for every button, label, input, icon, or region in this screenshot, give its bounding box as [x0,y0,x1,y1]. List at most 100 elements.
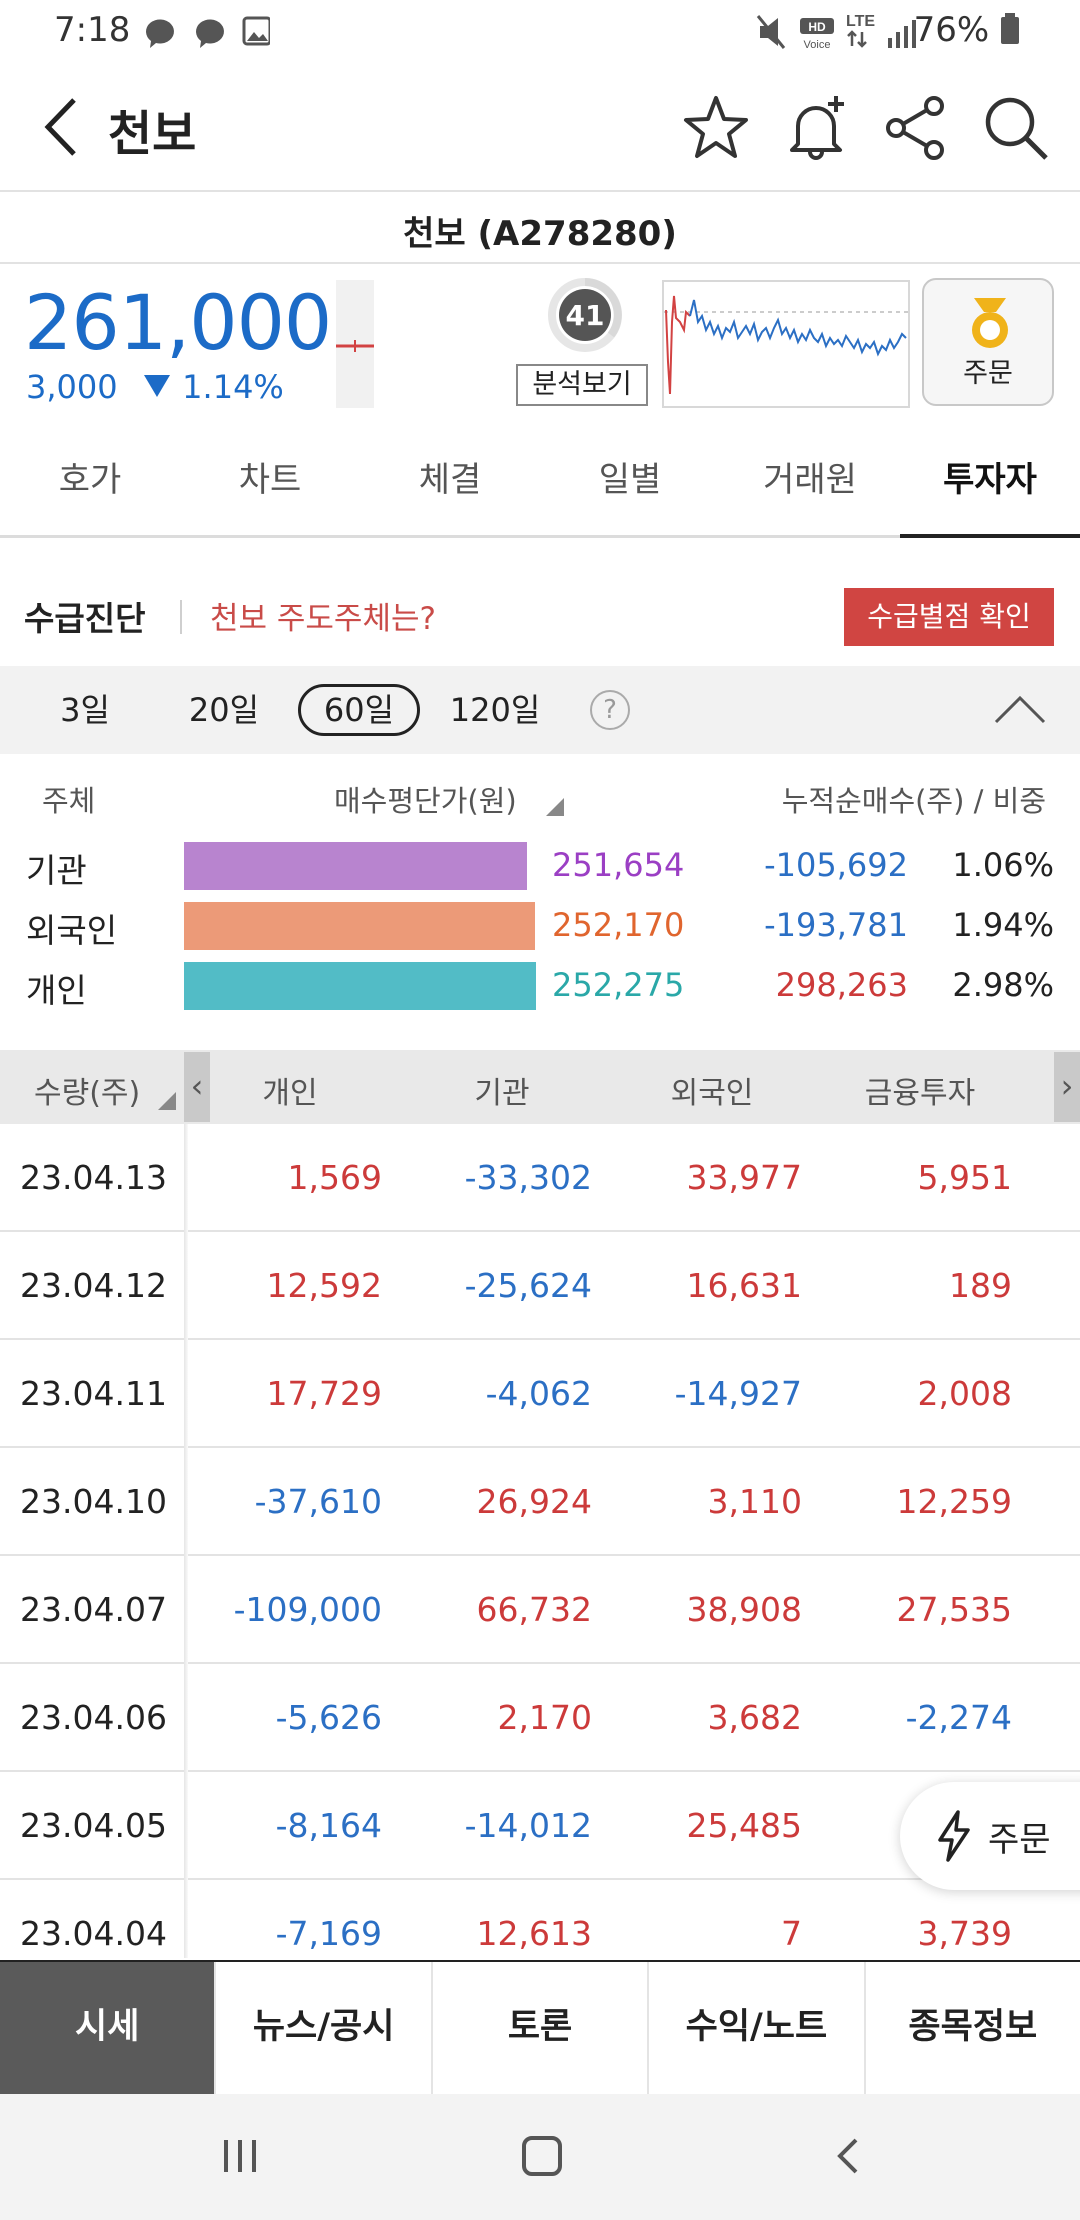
summary-net-buy: -105,692 [764,846,908,884]
sort-indicator-icon [546,798,564,816]
supply-diagnosis-header: 수급진단 천보 주도주체는? 수급별점 확인 [0,580,1080,652]
order-button[interactable]: 주문 [922,278,1054,406]
add-alarm-bell-icon[interactable] [780,92,852,164]
bottom-tab-stock-info[interactable]: 종목정보 [863,1962,1080,2094]
cell-individual: 1,569 [287,1158,382,1197]
cell-foreign: 3,110 [707,1482,802,1521]
summary-col-cumulative: 누적순매수(주) / 비중 [781,784,1046,818]
back-arrow-icon[interactable] [34,92,94,162]
summary-row-institution: 기관 251,654 -105,692 1.06% [0,838,1080,894]
table-row[interactable]: 23.04.13 1,569 -33,302 33,977 5,951 [0,1124,1080,1232]
intraday-mini-chart[interactable] [662,280,910,408]
app-header: 천보 [0,64,1080,192]
table-row[interactable]: 23.04.11 17,729 -4,062 -14,927 2,008 [0,1340,1080,1448]
leading-entity-link[interactable]: 천보 주도주체는? [210,601,436,637]
cell-foreign: 38,908 [686,1590,802,1629]
bottom-tab-quote[interactable]: 시세 [0,1962,215,2094]
bottom-tab-profit-notes[interactable]: 수익/노트 [647,1962,864,2094]
tab-daily[interactable]: 일별 [598,460,662,500]
summary-label: 기관 [26,851,87,890]
share-icon[interactable] [880,92,952,164]
order-button-label: 주문 [963,358,1013,389]
cell-financial-investment: 5,951 [917,1158,1012,1197]
favorite-star-icon[interactable] [680,92,752,164]
tab-brokers[interactable]: 거래원 [763,460,857,500]
bottom-tab-news[interactable]: 뉴스/공시 [214,1962,431,2094]
scroll-left-icon[interactable]: ‹ [184,1052,210,1122]
analysis-score-gauge[interactable]: 41 [548,278,622,352]
cell-financial-investment: 12,259 [896,1482,1012,1521]
voice-label: Voice [804,39,831,51]
supply-title: 수급진단 [24,599,146,638]
table-row[interactable]: 23.04.12 12,592 -25,624 16,631 189 [0,1232,1080,1340]
cell-foreign: 33,977 [686,1158,802,1197]
recent-apps-icon[interactable] [218,2134,262,2178]
summary-ratio: 1.94% [952,906,1054,944]
home-icon[interactable] [518,2132,566,2180]
summary-header: 주체 매수평단가(원) 누적순매수(주) / 비중 [0,772,1080,828]
tab-trades[interactable]: 체결 [418,460,482,500]
quantity-unit-selector[interactable]: 수량(주) [34,1076,141,1111]
cell-foreign: 3,682 [707,1698,802,1737]
table-row[interactable]: 23.04.07 -109,000 66,732 38,908 27,535 [0,1556,1080,1664]
system-back-icon[interactable] [826,2134,870,2178]
table-row[interactable]: 23.04.06 -5,626 2,170 3,682 -2,274 [0,1664,1080,1772]
cell-institution: 66,732 [476,1590,592,1629]
avg-price-bar [184,962,536,1010]
hd-label: HD [808,20,826,34]
cell-institution: -14,012 [464,1806,592,1845]
column-separator [184,1340,188,1448]
help-icon[interactable]: ? [590,690,630,730]
mute-icon: HD Voice [756,15,834,51]
lightning-icon [938,1810,970,1862]
summary-net-buy: -193,781 [764,906,908,944]
tab-chart[interactable]: 차트 [238,460,302,500]
page-title: 천보 [108,106,197,162]
summary-col-avg-price[interactable]: 매수평단가(원) [334,784,517,818]
status-time: 7:18 [54,10,131,50]
table-row[interactable]: 23.04.10 -37,610 26,924 3,110 12,259 [0,1448,1080,1556]
analysis-score: 41 [566,299,605,332]
cell-individual: 12,592 [266,1266,382,1305]
period-120d[interactable]: 120일 [449,691,541,729]
floating-order-button[interactable]: 주문 [900,1782,1080,1890]
mini-candle-chart [336,280,374,408]
col-foreign: 외국인 [670,1076,754,1111]
cell-financial-investment: 3,739 [917,1914,1012,1953]
summary-net-buy: 298,263 [775,966,908,1004]
lte-label: LTE [846,13,875,30]
divider [180,600,182,634]
tab-investors[interactable]: 투자자 [900,428,1080,538]
period-3d[interactable]: 3일 [60,691,110,729]
summary-ratio: 2.98% [952,966,1054,1004]
scroll-right-icon[interactable]: › [1054,1052,1080,1122]
row-date: 23.04.12 [20,1266,167,1305]
chevron-up-icon[interactable] [992,688,1048,732]
bottom-tab-discussion[interactable]: 토론 [430,1962,648,2094]
summary-ratio: 1.06% [952,846,1054,884]
cell-foreign: -14,927 [674,1374,802,1413]
chat-bubble-icon [145,19,174,48]
period-60d[interactable]: 60일 [298,684,420,736]
row-date: 23.04.07 [20,1590,167,1629]
stock-name-bar: 천보 (A278280) [0,192,1080,264]
dropdown-indicator-icon [158,1092,176,1110]
row-date: 23.04.06 [20,1698,167,1737]
table-row[interactable]: 23.04.04 -7,169 12,613 7 3,739 [0,1880,1080,1958]
cell-foreign: 25,485 [686,1806,802,1845]
cell-financial-investment: 2,008 [917,1374,1012,1413]
analysis-view-button[interactable]: 분석보기 [516,364,648,406]
cell-individual: -7,169 [275,1914,382,1953]
supply-rating-button[interactable]: 수급별점 확인 [844,588,1054,646]
period-20d[interactable]: 20일 [188,691,260,729]
cell-foreign: 7 [781,1914,802,1953]
summary-avg-price: 252,275 [552,966,685,1004]
cell-institution: -33,302 [464,1158,592,1197]
tab-order-book[interactable]: 호가 [58,460,122,500]
cell-institution: 26,924 [476,1482,592,1521]
cell-institution: -4,062 [485,1374,592,1413]
search-icon[interactable] [980,92,1052,164]
cell-institution: 2,170 [497,1698,592,1737]
col-financial-investment: 금융투자 [864,1076,976,1111]
row-date: 23.04.13 [20,1158,167,1197]
